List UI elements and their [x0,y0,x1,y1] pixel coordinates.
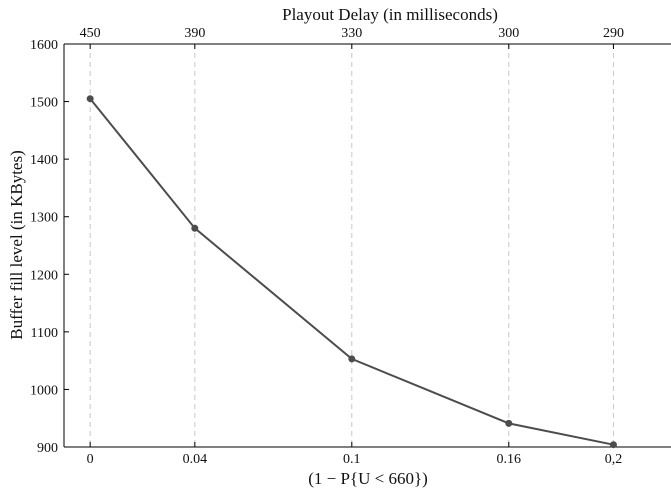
grid-lines [89,44,614,447]
y-tick-label: 1200 [30,268,58,283]
y-tick-label: 1500 [30,96,58,111]
top-axis-title: Playout Delay (in milliseconds) [282,5,498,24]
top-tick-label: 290 [603,26,624,41]
y-tick-label: 1300 [30,211,58,226]
x-tick-label: 0.16 [497,452,522,467]
top-tick-label: 390 [184,26,205,41]
y-tick-label: 1400 [30,153,58,168]
x-tick-label: 0.1 [343,452,361,467]
data-point [86,95,94,103]
top-tick-label: 450 [80,26,101,41]
data-point [505,419,513,427]
x-tick-label: 0 [87,452,94,467]
data-point [348,355,356,363]
top-tick-label: 330 [341,26,362,41]
top-tick-label: 300 [498,26,519,41]
x-tick-label: 0,2 [605,452,623,467]
x-tick-label: 0.04 [183,452,208,467]
data-point [609,441,617,449]
tick-marks [64,43,614,448]
y-tick-label: 1600 [30,38,58,53]
x-axis-title: (1 − P{U < 660}) [308,469,428,488]
y-axis-title: Buffer fill level (in KBytes) [7,150,26,339]
data-point [191,224,199,232]
axes [63,43,671,448]
tick-labels: 900 1000 1100 1200 1300 1400 1500 1600 0 0.04 0.1 0… [30,26,624,467]
y-tick-label: 1100 [31,326,58,341]
y-tick-label: 1000 [30,383,58,398]
series [86,95,617,449]
y-tick-label: 900 [37,441,58,456]
